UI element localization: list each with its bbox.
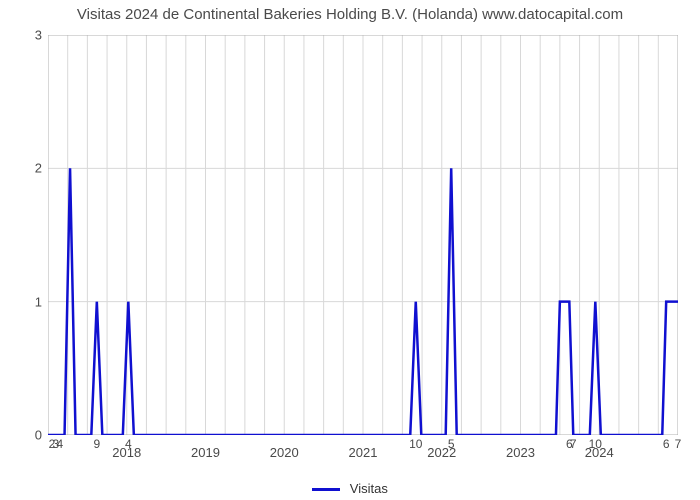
data-point-label: 4 bbox=[56, 437, 63, 451]
x-year-label: 2021 bbox=[349, 445, 378, 460]
data-point-label: 9 bbox=[93, 437, 100, 451]
y-tick-label: 0 bbox=[4, 428, 42, 443]
chart-svg bbox=[48, 35, 678, 435]
data-point-label: 10 bbox=[409, 437, 422, 451]
data-point-label: 5 bbox=[448, 437, 455, 451]
y-tick-label: 1 bbox=[4, 294, 42, 309]
x-year-label: 2019 bbox=[191, 445, 220, 460]
chart-title: Visitas 2024 de Continental Bakeries Hol… bbox=[0, 6, 700, 23]
plot-area bbox=[48, 35, 678, 435]
data-point-label: 6 bbox=[663, 437, 670, 451]
legend: Visitas bbox=[0, 481, 700, 496]
x-year-label: 2020 bbox=[270, 445, 299, 460]
legend-label: Visitas bbox=[350, 481, 388, 496]
y-tick-label: 3 bbox=[4, 28, 42, 43]
data-point-label: 4 bbox=[125, 437, 132, 451]
legend-swatch bbox=[312, 488, 340, 491]
data-point-label: 7 bbox=[675, 437, 682, 451]
data-point-label: 10 bbox=[589, 437, 602, 451]
data-point-label: 7 bbox=[570, 437, 577, 451]
y-tick-label: 2 bbox=[4, 161, 42, 176]
chart-container: Visitas 2024 de Continental Bakeries Hol… bbox=[0, 0, 700, 500]
x-year-label: 2023 bbox=[506, 445, 535, 460]
